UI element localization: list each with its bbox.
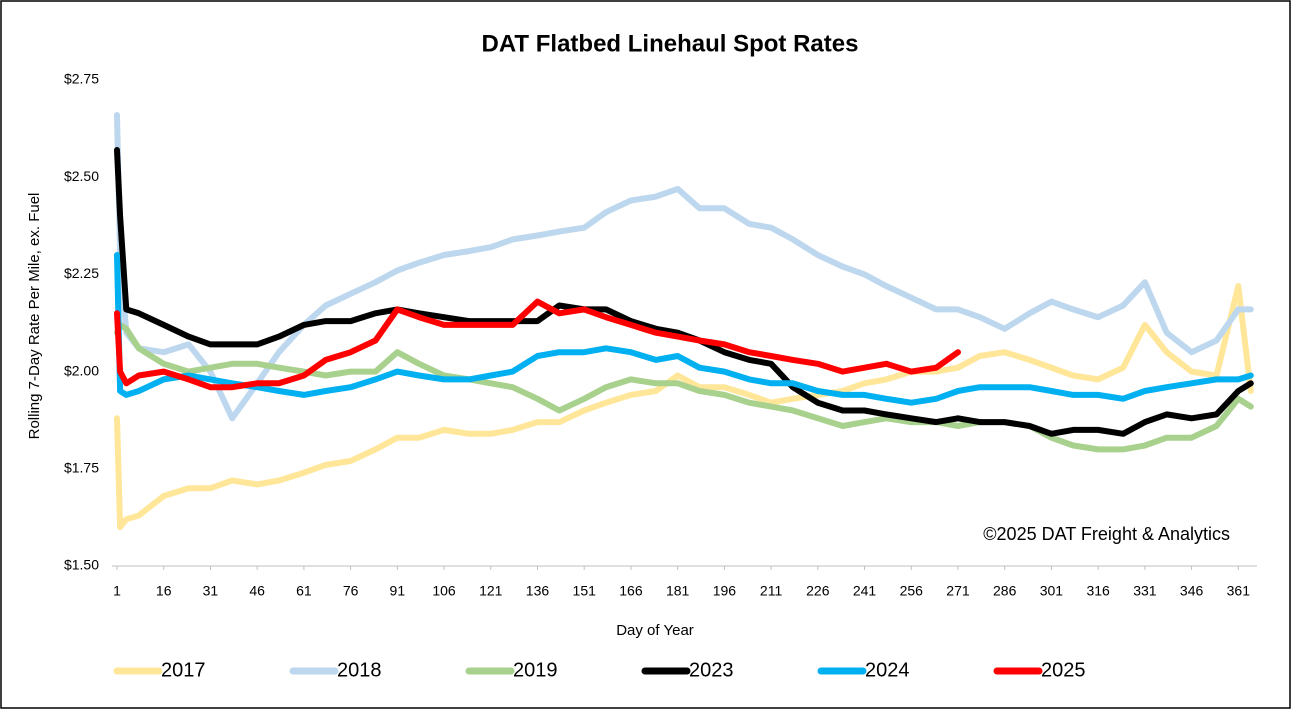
y-tick-label: $2.50 [64, 168, 99, 184]
series-line [114, 298, 961, 391]
x-tick-label: 121 [479, 583, 503, 599]
legend-label: 2017 [161, 659, 206, 681]
x-tick-label: 16 [156, 583, 172, 599]
x-tick-label: 76 [343, 583, 359, 599]
series-line [114, 321, 1254, 453]
x-tick-label: 361 [1227, 583, 1251, 599]
legend-label: 2025 [1041, 659, 1086, 681]
x-tick-label: 1 [113, 583, 121, 599]
x-tick-label: 226 [806, 583, 830, 599]
x-tick-label: 316 [1086, 583, 1110, 599]
x-tick-label: 241 [853, 583, 877, 599]
x-tick-label: 46 [249, 583, 265, 599]
x-tick-label: 331 [1133, 583, 1157, 599]
y-tick-label: $1.75 [64, 460, 99, 476]
y-tick-label: $2.00 [64, 362, 99, 378]
x-tick-label: 211 [760, 583, 783, 599]
x-tick-label: 151 [573, 583, 597, 599]
x-axis-label: Day of Year [616, 622, 694, 639]
x-tick-label: 136 [526, 583, 550, 599]
x-tick-label: 181 [666, 583, 690, 599]
x-tick-label: 301 [1040, 583, 1064, 599]
x-tick-label: 166 [619, 583, 643, 599]
chart-title: DAT Flatbed Linehaul Spot Rates [482, 30, 859, 57]
y-tick-label: $1.50 [64, 557, 99, 573]
y-tick-label: $2.75 [64, 71, 99, 87]
legend-label: 2024 [865, 659, 910, 681]
legend-label: 2023 [689, 659, 734, 681]
x-tick-label: 256 [900, 583, 924, 599]
x-tick-label: 196 [713, 583, 737, 599]
x-tick-label: 91 [390, 583, 406, 599]
legend-label: 2019 [513, 659, 558, 681]
y-axis-label: Rolling 7-Day Rate Per Mile, ex. Fuel [26, 193, 43, 440]
legend-label: 2018 [337, 659, 382, 681]
x-tick-label: 271 [946, 583, 970, 599]
annotation: ©2025 DAT Freight & Analytics [983, 524, 1230, 544]
x-tick-label: 31 [203, 583, 219, 599]
x-tick-label: 346 [1180, 583, 1204, 599]
x-tick-label: 286 [993, 583, 1017, 599]
series-line [114, 252, 1254, 406]
x-tick-label: 61 [296, 583, 312, 599]
series-line [114, 147, 1254, 437]
x-tick-label: 106 [432, 583, 456, 599]
y-tick-label: $2.25 [64, 265, 99, 281]
